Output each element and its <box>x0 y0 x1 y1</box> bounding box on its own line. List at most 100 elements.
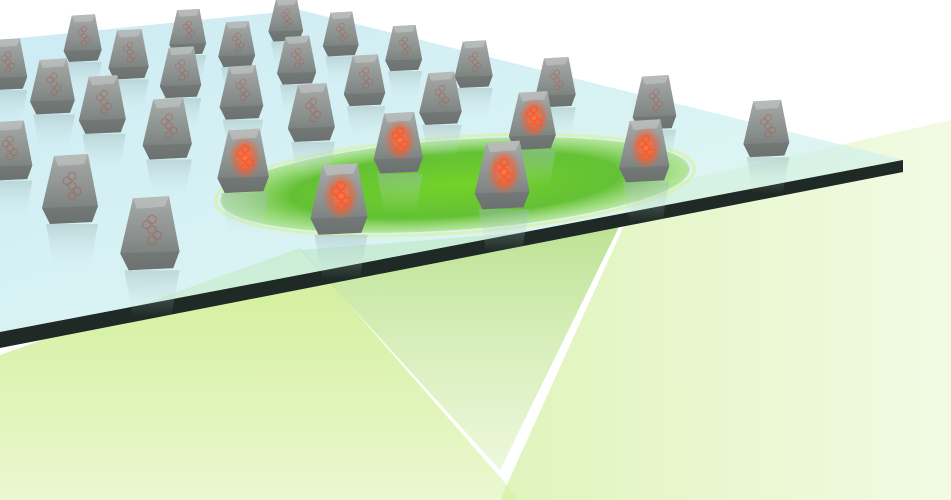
particle-facet <box>42 206 98 224</box>
molecule-icon <box>160 112 178 140</box>
particle-highlight <box>629 119 661 130</box>
hexagon-ring <box>10 148 18 157</box>
particle-facet <box>218 55 256 68</box>
hexagon-ring <box>557 80 564 88</box>
particle-reflection <box>124 270 180 317</box>
hexagon-ring <box>182 70 189 78</box>
hexagon-ring <box>475 62 482 69</box>
particle-facet <box>454 75 493 88</box>
hexagon-ring <box>160 117 169 126</box>
light-beam-right <box>500 120 951 500</box>
particle <box>385 24 423 101</box>
hexagon-ring <box>366 78 373 86</box>
particle-reflection <box>457 87 493 118</box>
particle-facet <box>277 72 317 85</box>
particle <box>42 154 98 268</box>
excited-particle <box>217 128 269 234</box>
hexagon-ring <box>550 72 557 80</box>
particle-layer <box>0 0 790 317</box>
particle-reflection <box>0 90 28 123</box>
hexagon-ring <box>648 92 656 100</box>
hexagon-ring <box>646 147 655 158</box>
particle-reflection <box>221 192 269 234</box>
hexagon-ring <box>100 89 108 98</box>
particle-reflection <box>46 224 98 268</box>
hexagon-ring <box>62 176 72 186</box>
particle-facet <box>474 191 530 210</box>
hexagon-ring <box>298 58 305 65</box>
particle-highlight <box>168 46 194 56</box>
hexagon-ring <box>8 62 15 70</box>
molecule-icon <box>231 32 245 52</box>
molecule-icon <box>77 25 91 47</box>
particle <box>287 83 335 179</box>
hexagon-ring <box>287 18 293 25</box>
hexagon-ring <box>637 138 646 149</box>
hexagon-ring <box>534 117 542 127</box>
hexagon-ring <box>77 29 84 36</box>
particle-highlight <box>753 99 782 110</box>
molecule-icon <box>648 88 664 112</box>
molecule-icon <box>760 113 776 139</box>
hexagon-ring <box>435 88 442 96</box>
hexagon-ring <box>468 55 475 62</box>
particle-highlight <box>393 24 416 33</box>
hexagon-ring <box>245 157 254 168</box>
hexagon-ring <box>4 51 12 59</box>
hexagon-ring <box>238 42 245 49</box>
hexagon-ring <box>235 32 241 39</box>
hexagon-ring <box>359 70 366 78</box>
hexagon-ring <box>96 93 104 102</box>
particle-highlight <box>0 38 20 48</box>
hexagon-ring <box>235 82 243 90</box>
particle-highlight <box>428 71 455 81</box>
molecule-icon <box>2 135 18 161</box>
hexagon-ring <box>313 110 321 119</box>
particle-highlight <box>486 140 520 153</box>
particle <box>108 28 149 112</box>
hexagon-ring <box>54 84 62 92</box>
hexagon-ring <box>165 112 173 122</box>
hexagon-ring <box>178 59 186 67</box>
particle-reflection <box>346 106 386 139</box>
molecule-icon <box>359 67 373 89</box>
particle <box>454 40 493 118</box>
molecule-icon <box>281 8 293 28</box>
excited-particle <box>619 119 670 222</box>
molecule-icon <box>305 97 321 123</box>
hexagon-ring <box>147 214 157 225</box>
particle-highlight <box>153 97 184 109</box>
hexagon-ring <box>499 157 509 168</box>
particle-highlight <box>462 40 486 49</box>
particle-highlight <box>177 8 200 17</box>
hexagon-ring <box>182 23 189 30</box>
particle-facet <box>343 92 386 107</box>
hexagon-ring <box>442 96 449 104</box>
hexagon-ring <box>127 41 133 49</box>
molecule-icon <box>494 157 514 187</box>
particle-facet <box>142 143 192 160</box>
hexagon-ring <box>236 148 245 159</box>
hexagon-ring <box>67 171 77 181</box>
particle-facet <box>287 126 335 142</box>
hexagon-ring <box>438 84 446 93</box>
hexagon-ring <box>494 161 504 173</box>
hexagon-ring <box>656 100 664 108</box>
particle <box>277 35 317 116</box>
hexagon-ring <box>186 20 192 27</box>
hexagon-ring <box>152 230 162 241</box>
light-cone-center <box>300 225 620 470</box>
excited-particle <box>474 140 530 253</box>
particle-highlight <box>88 75 118 86</box>
hexagon-ring <box>764 113 772 122</box>
hexagon-ring <box>768 126 776 135</box>
particle-highlight <box>226 20 249 29</box>
hexagon-ring <box>396 126 404 136</box>
particle-highlight <box>330 11 353 20</box>
particle-reflection <box>422 124 462 159</box>
particle <box>0 38 28 123</box>
particle-highlight <box>276 0 297 6</box>
particle-reflection <box>478 209 530 253</box>
molecule-icon <box>435 84 449 108</box>
